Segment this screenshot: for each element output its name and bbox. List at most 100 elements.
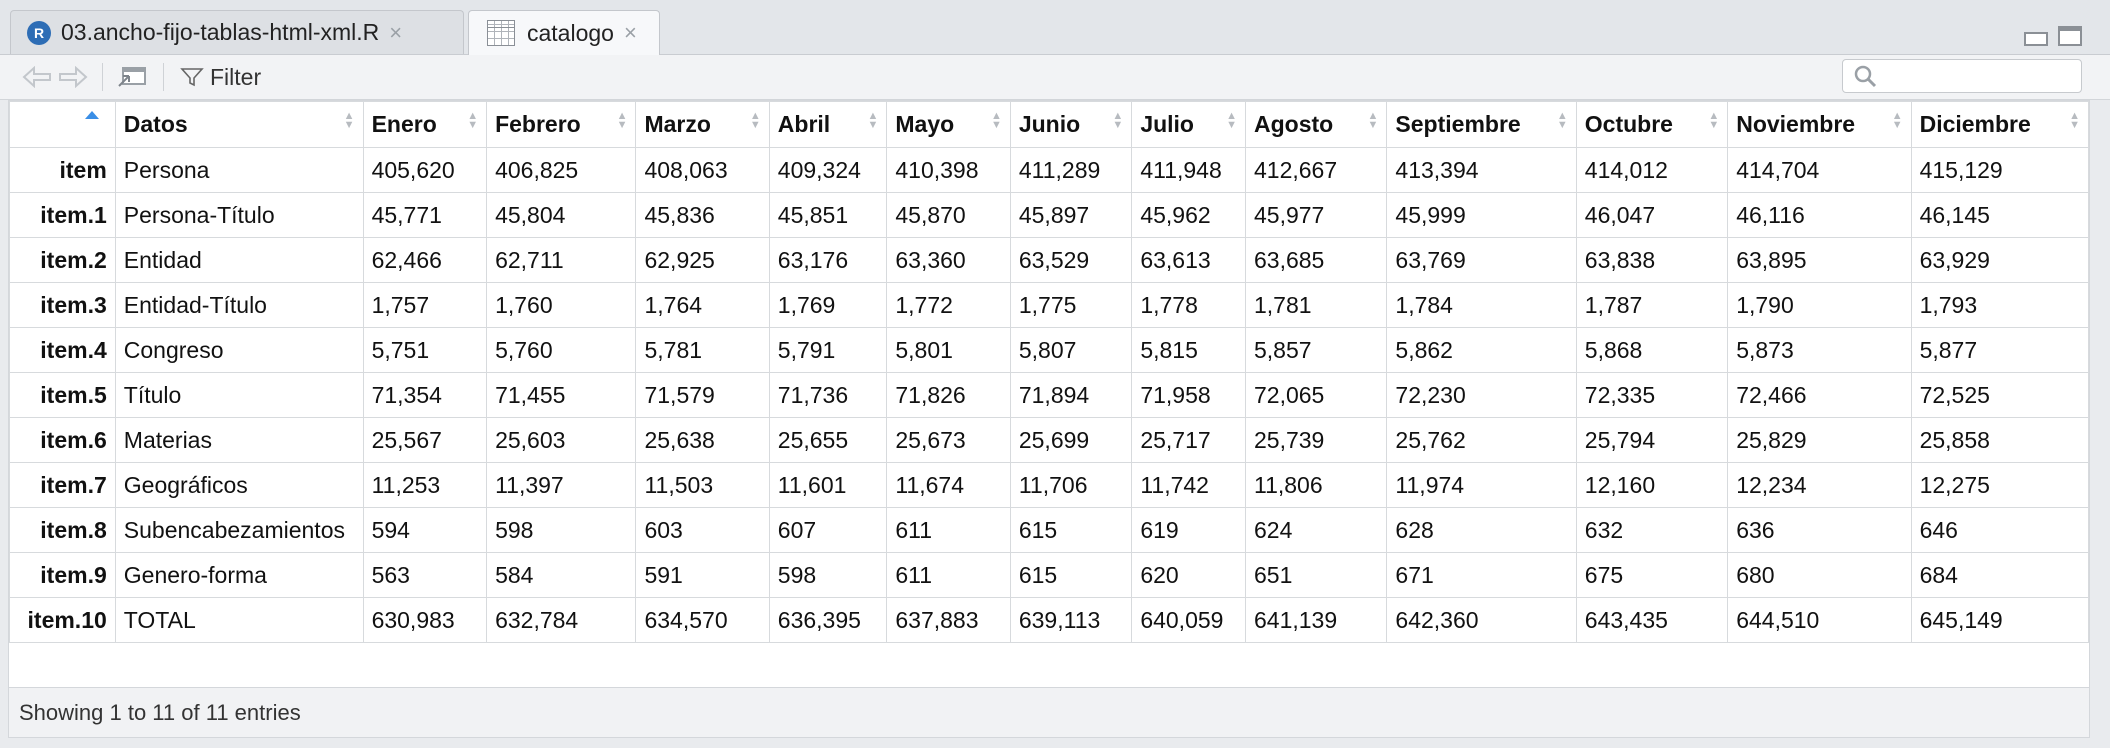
column-header[interactable]: Marzo ▲ ▼ bbox=[635, 101, 770, 148]
month-value-cell: 5,760 bbox=[486, 327, 637, 373]
column-header[interactable]: Agosto ▲ ▼ bbox=[1244, 101, 1388, 148]
minimize-pane-icon[interactable] bbox=[2024, 32, 2048, 46]
month-value-cell: 25,794 bbox=[1575, 417, 1729, 463]
month-value-cell: 563 bbox=[362, 552, 488, 598]
month-value-cell: 62,711 bbox=[486, 237, 637, 283]
tab-label: catalogo bbox=[527, 19, 614, 46]
month-value-cell: 1,769 bbox=[768, 282, 888, 328]
month-value-cell: 1,793 bbox=[1910, 282, 2090, 328]
sort-arrows-icon[interactable]: ▲ ▼ bbox=[343, 110, 355, 131]
datos-cell: Persona-Título bbox=[114, 192, 364, 238]
toolbar-divider bbox=[163, 63, 164, 91]
month-value-cell: 680 bbox=[1727, 552, 1912, 598]
month-value-cell: 11,503 bbox=[635, 462, 770, 508]
column-header[interactable]: Diciembre ▲ ▼ bbox=[1910, 101, 2090, 148]
show-in-window-icon[interactable] bbox=[117, 64, 149, 90]
data-table: Datos ▲ ▼ Enero ▲ ▼ Febrero ▲ ▼ Marzo ▲ ▼ Abril ▲ ▼ May… bbox=[9, 101, 2090, 643]
sort-arrows-icon[interactable]: ▲ ▼ bbox=[1112, 110, 1124, 131]
month-value-cell: 624 bbox=[1244, 507, 1388, 553]
column-header-label: Junio bbox=[1018, 111, 1081, 137]
month-value-cell: 5,862 bbox=[1386, 327, 1577, 373]
sort-arrows-icon[interactable]: ▲ ▼ bbox=[990, 110, 1002, 131]
row-name-cell: item.3 bbox=[9, 282, 116, 328]
month-value-cell: 45,870 bbox=[886, 192, 1011, 238]
close-tab-icon[interactable]: × bbox=[623, 20, 637, 45]
column-header[interactable]: Abril ▲ ▼ bbox=[768, 101, 888, 148]
tab-catalogo[interactable]: catalogo × bbox=[468, 10, 660, 55]
month-value-cell: 71,736 bbox=[768, 372, 888, 418]
month-value-cell: 405,620 bbox=[362, 147, 488, 193]
data-grid-icon bbox=[487, 20, 515, 46]
tab-label: 03.ancho-fijo-tablas-html-xml.R bbox=[61, 19, 380, 45]
close-tab-icon[interactable]: × bbox=[389, 19, 403, 45]
datos-cell: TOTAL bbox=[114, 597, 364, 643]
sort-arrows-icon[interactable]: ▲ ▼ bbox=[867, 110, 879, 131]
column-header[interactable]: Junio ▲ ▼ bbox=[1009, 101, 1133, 148]
sort-arrows-icon[interactable]: ▲ ▼ bbox=[1556, 110, 1568, 131]
sort-arrows-icon[interactable]: ▲ ▼ bbox=[1226, 110, 1237, 131]
month-value-cell: 25,638 bbox=[635, 417, 770, 463]
sort-arrows-icon[interactable]: ▲ ▼ bbox=[467, 110, 479, 131]
column-header[interactable]: Octubre ▲ ▼ bbox=[1575, 101, 1729, 148]
month-value-cell: 620 bbox=[1131, 552, 1246, 598]
row-name-cell: item.5 bbox=[9, 372, 116, 418]
month-value-cell: 637,883 bbox=[886, 597, 1011, 643]
month-value-cell: 11,974 bbox=[1386, 462, 1577, 508]
filter-button[interactable]: Filter bbox=[180, 64, 261, 91]
column-header[interactable]: Julio ▲ ▼ bbox=[1131, 101, 1246, 148]
entries-status: Showing 1 to 11 of 11 entries bbox=[19, 699, 301, 725]
back-arrow-icon[interactable] bbox=[22, 66, 52, 88]
month-value-cell: 71,958 bbox=[1131, 372, 1246, 418]
month-value-cell: 644,510 bbox=[1727, 597, 1912, 643]
month-value-cell: 632,784 bbox=[486, 597, 637, 643]
column-header-label: Julio bbox=[1140, 111, 1194, 137]
month-value-cell: 615 bbox=[1009, 507, 1133, 553]
month-value-cell: 619 bbox=[1131, 507, 1246, 553]
sort-arrows-icon[interactable]: ▲ ▼ bbox=[1367, 110, 1379, 131]
column-header-label: Abril bbox=[777, 111, 831, 137]
data-table-container: Datos ▲ ▼ Enero ▲ ▼ Febrero ▲ ▼ Marzo ▲ ▼ Abril ▲ ▼ May… bbox=[8, 100, 2090, 688]
table-row: item.5 Título 71,354 71,455 71,579 71,736 71,8… bbox=[9, 372, 2090, 418]
month-value-cell: 72,230 bbox=[1386, 372, 1577, 418]
month-value-cell: 25,762 bbox=[1386, 417, 1577, 463]
datos-cell: Geográficos bbox=[114, 462, 364, 508]
month-value-cell: 72,466 bbox=[1727, 372, 1912, 418]
datos-cell: Entidad-Título bbox=[114, 282, 364, 328]
month-value-cell: 25,858 bbox=[1910, 417, 2090, 463]
month-value-cell: 594 bbox=[362, 507, 488, 553]
datos-cell: Subencabezamientos bbox=[114, 507, 364, 553]
column-header[interactable]: Septiembre ▲ ▼ bbox=[1386, 101, 1577, 148]
column-header-label: Datos bbox=[123, 111, 188, 137]
row-names-header[interactable] bbox=[9, 101, 116, 148]
sort-arrows-icon[interactable]: ▲ ▼ bbox=[1891, 110, 1903, 131]
toolbar-divider bbox=[102, 63, 103, 91]
month-value-cell: 45,962 bbox=[1131, 192, 1246, 238]
month-value-cell: 45,999 bbox=[1386, 192, 1577, 238]
sort-arrows-icon[interactable]: ▲ ▼ bbox=[749, 110, 761, 131]
month-value-cell: 406,825 bbox=[486, 147, 637, 193]
column-header[interactable]: Enero ▲ ▼ bbox=[362, 101, 488, 148]
tab-r-script[interactable]: R 03.ancho-fijo-tablas-html-xml.R × bbox=[10, 10, 464, 54]
month-value-cell: 1,787 bbox=[1575, 282, 1729, 328]
column-header-label: Octubre bbox=[1584, 111, 1673, 137]
sort-arrows-icon[interactable]: ▲ ▼ bbox=[616, 110, 628, 131]
sort-arrows-icon[interactable]: ▲ ▼ bbox=[2069, 110, 2080, 131]
month-value-cell: 634,570 bbox=[635, 597, 770, 643]
forward-arrow-icon[interactable] bbox=[58, 66, 88, 88]
table-row: item.9 Genero-forma 563 584 591 598 611 615 620 6… bbox=[9, 552, 2090, 598]
search-icon bbox=[1854, 65, 1877, 88]
month-value-cell: 45,851 bbox=[768, 192, 888, 238]
table-row: item.3 Entidad-Título 1,757 1,760 1,764 1,769… bbox=[9, 282, 2090, 328]
sort-arrows-icon[interactable]: ▲ ▼ bbox=[1708, 110, 1720, 131]
column-header[interactable]: Datos ▲ ▼ bbox=[114, 101, 364, 148]
column-header[interactable]: Febrero ▲ ▼ bbox=[486, 101, 637, 148]
search-input[interactable] bbox=[1842, 59, 2082, 93]
row-name-cell: item bbox=[9, 147, 116, 193]
month-value-cell: 1,784 bbox=[1386, 282, 1577, 328]
column-header[interactable]: Mayo ▲ ▼ bbox=[886, 101, 1011, 148]
month-value-cell: 1,772 bbox=[886, 282, 1011, 328]
column-header[interactable]: Noviembre ▲ ▼ bbox=[1727, 101, 1912, 148]
maximize-pane-icon[interactable] bbox=[2058, 26, 2082, 46]
month-value-cell: 5,807 bbox=[1009, 327, 1133, 373]
month-value-cell: 1,790 bbox=[1727, 282, 1912, 328]
